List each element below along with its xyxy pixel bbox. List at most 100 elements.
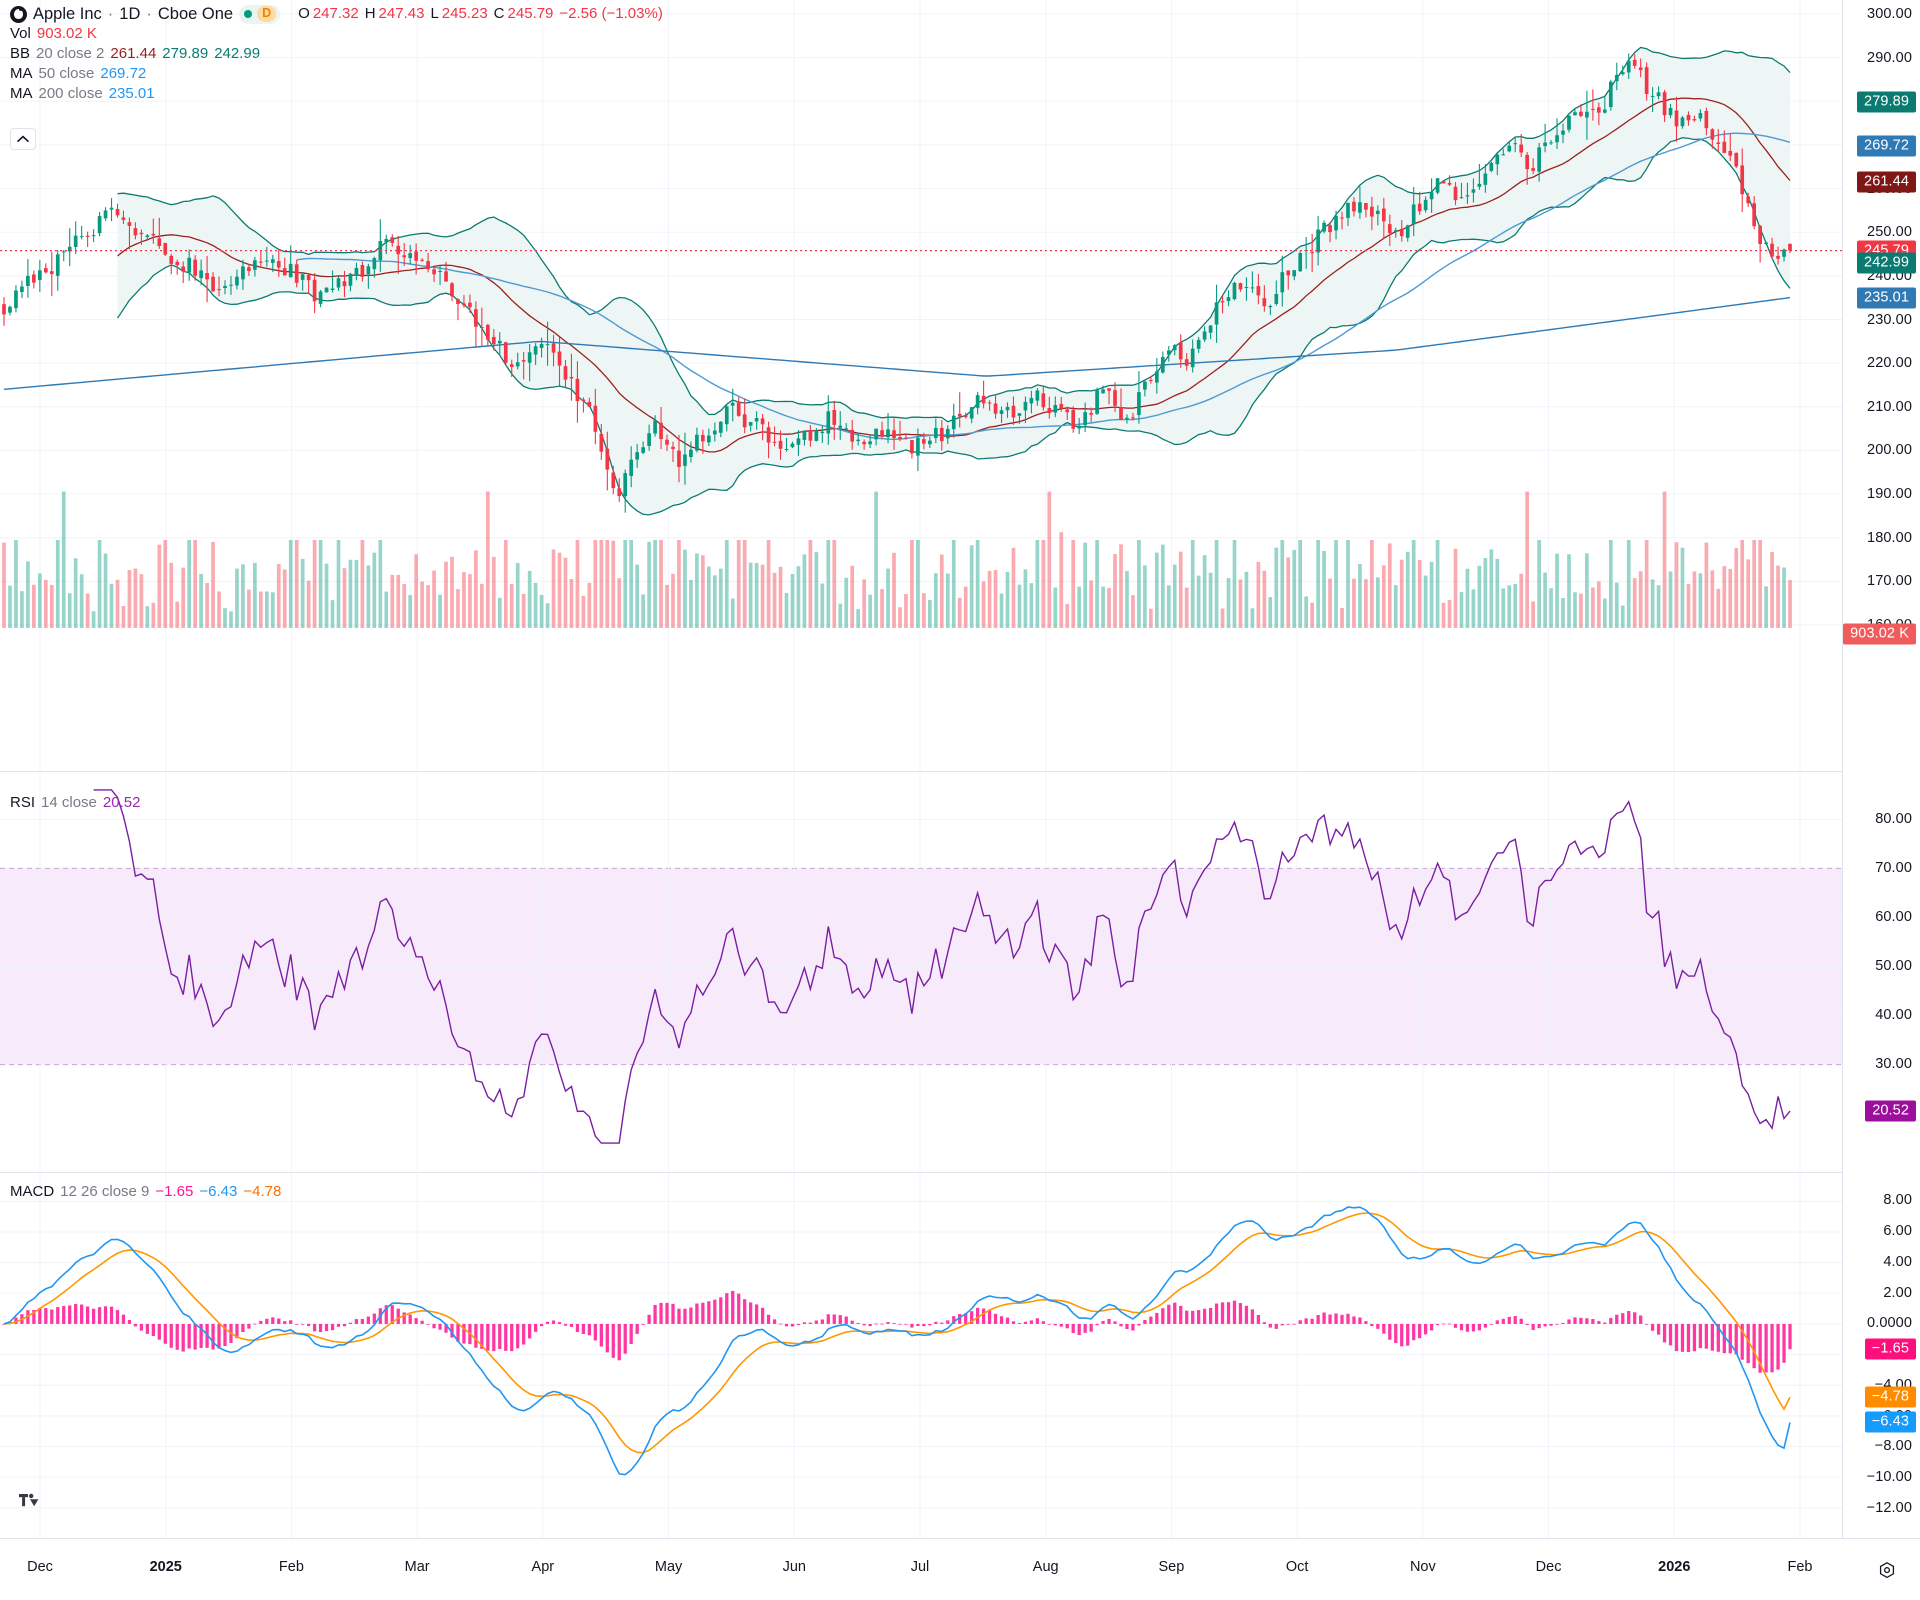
- ohlc-open-value: 247.32: [312, 5, 359, 22]
- bb-basis-value: 261.44: [110, 45, 157, 62]
- rsi-tick-5: 30.00: [1875, 1056, 1912, 1073]
- ohlc-low-label: L: [430, 5, 439, 22]
- macd-legend-row[interactable]: MACD 12 26 close 9 −1.65 −6.43 −4.78: [10, 1182, 281, 1202]
- rsi-pane[interactable]: [0, 771, 1842, 1171]
- price-tick-7: 230.00: [1867, 311, 1912, 328]
- apple-logo-icon: [10, 5, 27, 23]
- macd-params: 12 26 close 9: [60, 1183, 150, 1200]
- macd-badge-line[interactable]: −6.43: [1864, 1411, 1916, 1433]
- macd-tick-10: −12.00: [1866, 1499, 1912, 1516]
- ma50-params: 50 close: [38, 65, 95, 82]
- price-tick-9: 210.00: [1867, 398, 1912, 415]
- ma200-params: 200 close: [38, 85, 103, 102]
- price-pane[interactable]: [0, 0, 1842, 770]
- price-badge-bb-lower[interactable]: 242.99: [1857, 252, 1916, 274]
- ohlc-close-label: C: [493, 5, 505, 22]
- interval-label[interactable]: 1D: [119, 5, 141, 23]
- price-tick-0: 300.00: [1867, 6, 1912, 22]
- ma200-legend-row[interactable]: MA 200 close 235.01: [10, 84, 663, 104]
- ohlc-close-value: 245.79: [507, 5, 554, 22]
- ma50-legend-row[interactable]: MA 50 close 269.72: [10, 64, 663, 84]
- gear-icon[interactable]: [1876, 1560, 1898, 1582]
- change-value: −2.56 (−1.03%): [559, 5, 663, 22]
- session-status-pill[interactable]: D: [239, 4, 281, 24]
- ohlc-low-value: 245.23: [441, 5, 488, 22]
- volume-label: Vol: [10, 25, 31, 42]
- rsi-tick-1: 70.00: [1875, 859, 1912, 876]
- price-tick-10: 200.00: [1867, 442, 1912, 459]
- macd-tick-9: −10.00: [1866, 1468, 1912, 1485]
- macd-tick-4: 0.0000: [1867, 1315, 1912, 1332]
- rsi-params: 14 close: [41, 794, 97, 811]
- macd-legend: MACD 12 26 close 9 −1.65 −6.43 −4.78: [10, 1182, 281, 1202]
- rsi-tick-2: 60.00: [1875, 908, 1912, 925]
- bb-upper-value: 279.89: [162, 45, 209, 62]
- symbol-header-row[interactable]: Apple Inc · 1D · Cboe One D O 247.32 H 2…: [10, 4, 663, 24]
- tradingview-logo[interactable]: [18, 1490, 42, 1519]
- price-badge-ma200[interactable]: 235.01: [1857, 287, 1916, 309]
- price-tick-5: 250.00: [1867, 224, 1912, 241]
- price-tick-12: 180.00: [1867, 529, 1912, 546]
- rsi-label: RSI: [10, 794, 36, 811]
- time-tick-jun: Jun: [782, 1559, 806, 1575]
- separator-1: ·: [107, 5, 114, 23]
- time-tick-feb: Feb: [278, 1559, 304, 1575]
- time-tick-2025: 2025: [149, 1559, 182, 1575]
- time-tick-aug: Aug: [1032, 1559, 1059, 1575]
- ma200-value: 235.01: [108, 85, 155, 102]
- macd-line-value: −6.43: [199, 1183, 238, 1200]
- time-tick-may: May: [654, 1559, 683, 1575]
- ma50-value: 269.72: [100, 65, 147, 82]
- price-badge-bb-basis[interactable]: 261.44: [1857, 171, 1916, 193]
- volume-legend-row[interactable]: Vol 903.02 K: [10, 24, 663, 44]
- macd-pane[interactable]: [0, 1172, 1842, 1538]
- market-open-dot-icon: [244, 10, 253, 18]
- rsi-tick-3: 50.00: [1875, 958, 1912, 974]
- time-tick-dec: Dec: [27, 1559, 53, 1575]
- bb-params: 20 close 2: [36, 45, 105, 62]
- bollinger-legend-row[interactable]: BB 20 close 2 261.44 279.89 242.99: [10, 44, 663, 64]
- price-tick-13: 170.00: [1867, 573, 1912, 590]
- rsi-tick-0: 80.00: [1875, 810, 1912, 827]
- rsi-value: 20.52: [102, 794, 141, 811]
- macd-signal-value: −4.78: [243, 1183, 282, 1200]
- rsi-tick-4: 40.00: [1875, 1007, 1912, 1024]
- time-tick-oct: Oct: [1285, 1559, 1309, 1575]
- bb-label: BB: [10, 45, 31, 62]
- rsi-chart-canvas: [0, 772, 1842, 1171]
- rsi-badge-value[interactable]: 20.52: [1865, 1100, 1916, 1122]
- exchange-label[interactable]: Cboe One: [157, 5, 234, 23]
- price-tick-1: 290.00: [1867, 49, 1912, 66]
- price-chart-canvas: [0, 0, 1842, 770]
- ma50-label: MA: [10, 65, 33, 82]
- macd-badge-hist[interactable]: −1.65: [1864, 1338, 1916, 1360]
- ohlc-open-label: O: [298, 5, 310, 22]
- macd-chart-canvas: [0, 1173, 1842, 1538]
- macd-label: MACD: [10, 1183, 55, 1200]
- time-tick-2026: 2026: [1658, 1559, 1691, 1575]
- price-badge-volume[interactable]: 903.02 K: [1843, 623, 1916, 645]
- rsi-legend: RSI 14 close 20.52: [10, 793, 140, 813]
- macd-badge-signal[interactable]: −4.78: [1864, 1386, 1916, 1408]
- price-badge-ma50[interactable]: 269.72: [1857, 135, 1916, 157]
- time-tick-mar: Mar: [404, 1559, 430, 1575]
- macd-tick-8: −8.00: [1874, 1438, 1912, 1455]
- time-tick-nov: Nov: [1409, 1559, 1436, 1575]
- rsi-legend-row[interactable]: RSI 14 close 20.52: [10, 793, 140, 813]
- price-tick-11: 190.00: [1867, 486, 1912, 503]
- time-tick-dec: Dec: [1535, 1559, 1562, 1575]
- time-tick-jul: Jul: [910, 1559, 930, 1575]
- collapse-legend-button[interactable]: [10, 128, 36, 150]
- chevron-up-icon: [17, 135, 29, 142]
- session-badge: D: [257, 6, 277, 22]
- macd-tick-0: 8.00: [1883, 1192, 1912, 1209]
- time-tick-sep: Sep: [1158, 1559, 1185, 1575]
- time-tick-apr: Apr: [531, 1559, 555, 1575]
- volume-value: 903.02 K: [36, 25, 97, 42]
- price-scale-axis[interactable]: 300.00290.00280.00270.00260.00250.00240.…: [1842, 0, 1920, 1600]
- price-badge-bb-upper[interactable]: 279.89: [1857, 91, 1916, 113]
- bb-lower-value: 242.99: [214, 45, 261, 62]
- time-scale-axis[interactable]: Dec 2025 Feb Mar Apr May Jun Jul Aug Sep Oct Nov Dec…: [0, 1538, 1920, 1600]
- symbol-name[interactable]: Apple Inc: [33, 5, 102, 23]
